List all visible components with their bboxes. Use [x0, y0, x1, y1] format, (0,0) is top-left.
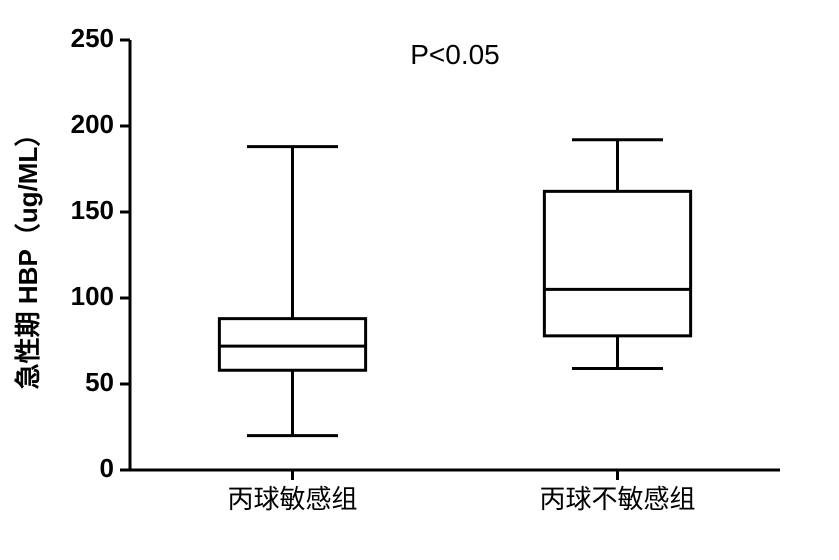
x-category-label: 丙球不敏感组: [539, 484, 695, 514]
box: [544, 191, 690, 335]
y-tick-label: 250: [71, 23, 114, 53]
p-value-annotation: P<0.05: [410, 39, 500, 70]
x-category-label: 丙球敏感组: [227, 484, 357, 514]
chart-svg: 0 50 100 150 200 250 急性期 HBP（ug/ML） 丙球敏感组 丙球不敏感组…: [0, 0, 839, 560]
y-tick-label: 200: [71, 109, 114, 139]
y-tick-label: 0: [100, 453, 114, 483]
boxplot-chart: 0 50 100 150 200 250 急性期 HBP（ug/ML） 丙球敏感组 丙球不敏感组…: [0, 0, 839, 560]
box: [219, 319, 365, 371]
y-tick-label: 100: [71, 281, 114, 311]
y-axis-label: 急性期 HBP（ug/ML）: [13, 121, 43, 390]
y-tick-label: 150: [71, 195, 114, 225]
y-tick-label: 50: [85, 367, 114, 397]
